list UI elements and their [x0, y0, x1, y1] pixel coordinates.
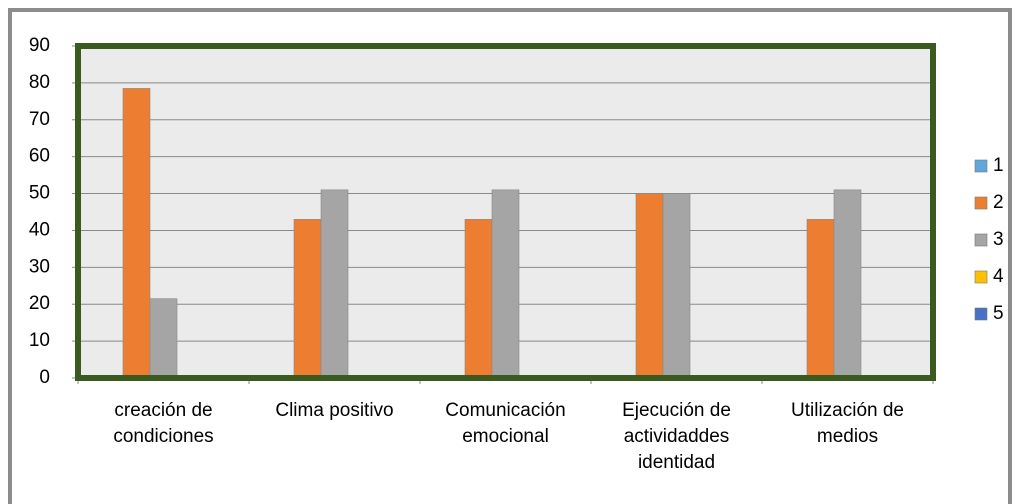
- frame: [8, 8, 1012, 504]
- bar: [320, 189, 349, 379]
- legend-swatch: [974, 196, 988, 210]
- x-tick-label: Utilización de medios: [791, 400, 904, 447]
- x-tick-label: Clima positivo: [275, 400, 394, 421]
- y-tick-label: 40: [29, 219, 50, 240]
- legend-label: 2: [993, 192, 1004, 213]
- bar: [806, 219, 835, 379]
- y-tick-label: 0: [39, 367, 50, 388]
- y-tick-label: 80: [29, 72, 50, 93]
- bar: [833, 189, 862, 379]
- legend-swatch: [974, 159, 988, 173]
- legend-swatch: [974, 307, 988, 321]
- bar: [635, 193, 664, 379]
- y-tick-label: 20: [29, 293, 50, 314]
- x-tick-label: Comunicación emocional: [445, 400, 566, 447]
- x-tick-label: creación de condiciones: [113, 400, 214, 447]
- bar: [464, 219, 493, 379]
- legend-label: 5: [993, 303, 1004, 324]
- legend-label: 1: [993, 155, 1004, 176]
- bar: [491, 189, 520, 379]
- y-tick-label: 10: [29, 330, 50, 351]
- bar: [122, 88, 151, 379]
- y-tick-label: 50: [29, 183, 50, 204]
- legend-label: 3: [993, 229, 1004, 250]
- x-tick-label: Ejecución de actividaddes identidad: [622, 400, 731, 473]
- legend-label: 4: [993, 266, 1004, 287]
- bar: [149, 298, 178, 379]
- y-tick-label: 60: [29, 146, 50, 167]
- y-tick-label: 30: [29, 256, 50, 277]
- legend-swatch: [974, 233, 988, 247]
- y-tick-label: 90: [29, 35, 50, 56]
- legend-swatch: [974, 270, 988, 284]
- bar: [293, 219, 322, 379]
- bar: [662, 193, 691, 379]
- y-tick-label: 70: [29, 109, 50, 130]
- plot-border: [75, 43, 936, 381]
